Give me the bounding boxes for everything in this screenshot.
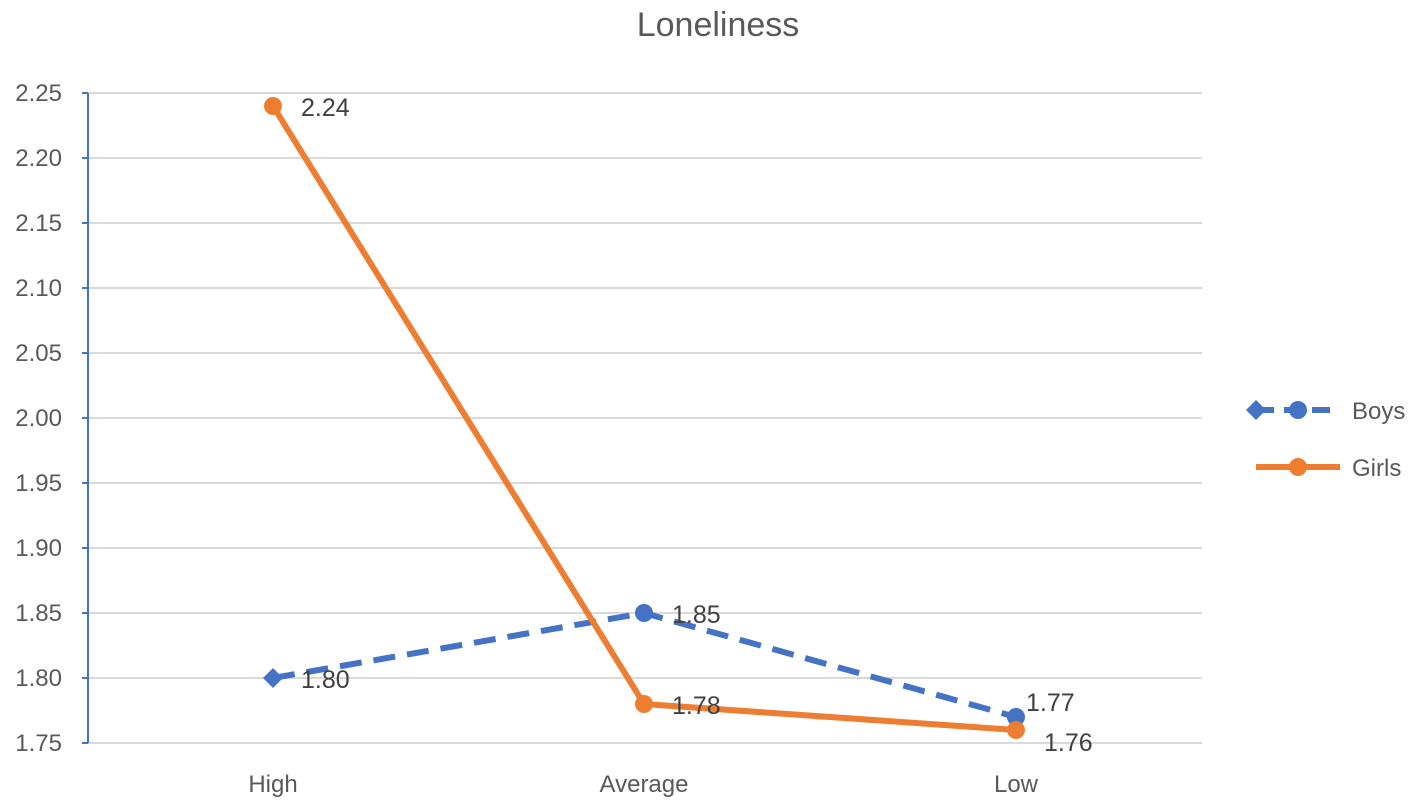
data-label: 1.77	[1026, 689, 1075, 717]
axes: 1.75 1.80 1.85 1.90 1.95 2.00 2.05 2.10 2.15 2.20…	[15, 80, 1038, 798]
data-labels: 1.80 1.85 1.77 2.24 1.78 1.76	[301, 94, 1093, 757]
legend-label: Girls	[1352, 455, 1401, 482]
y-tick-label: 1.90	[15, 535, 62, 562]
data-label: 1.76	[1044, 729, 1093, 757]
y-tick-label: 1.80	[15, 665, 62, 692]
legend-marker-diamond	[1246, 400, 1266, 420]
y-tick-label: 2.15	[15, 210, 62, 237]
y-tick-label: 2.00	[15, 405, 62, 432]
series-lines	[263, 97, 1025, 739]
chart-title: Loneliness	[637, 6, 800, 44]
y-tick-label: 2.20	[15, 145, 62, 172]
data-point-boys	[1007, 708, 1025, 726]
data-point-boys	[635, 604, 653, 622]
data-label: 2.24	[301, 94, 350, 122]
legend-label: Boys	[1352, 398, 1405, 425]
data-point-girls	[1007, 721, 1025, 739]
data-point-girls	[635, 695, 653, 713]
y-tick-label: 1.95	[15, 470, 62, 497]
data-label: 1.85	[672, 601, 721, 629]
legend-marker-circle	[1289, 458, 1307, 476]
data-point-boys	[263, 668, 283, 688]
y-tick-label: 2.10	[15, 275, 62, 302]
y-tick-label: 2.05	[15, 340, 62, 367]
data-label: 1.80	[301, 666, 350, 694]
x-tick-label: Average	[600, 771, 689, 798]
x-tick-label: High	[248, 771, 297, 798]
y-tick-label: 1.85	[15, 600, 62, 627]
y-tick-label: 2.25	[15, 80, 62, 107]
legend-marker-circle	[1289, 401, 1307, 419]
x-tick-label: Low	[994, 771, 1039, 798]
data-label: 1.78	[672, 692, 721, 720]
gridlines	[88, 92, 1202, 744]
legend: Boys Girls	[1246, 398, 1405, 482]
y-tick-label: 1.75	[15, 730, 62, 757]
data-point-girls	[264, 97, 282, 115]
